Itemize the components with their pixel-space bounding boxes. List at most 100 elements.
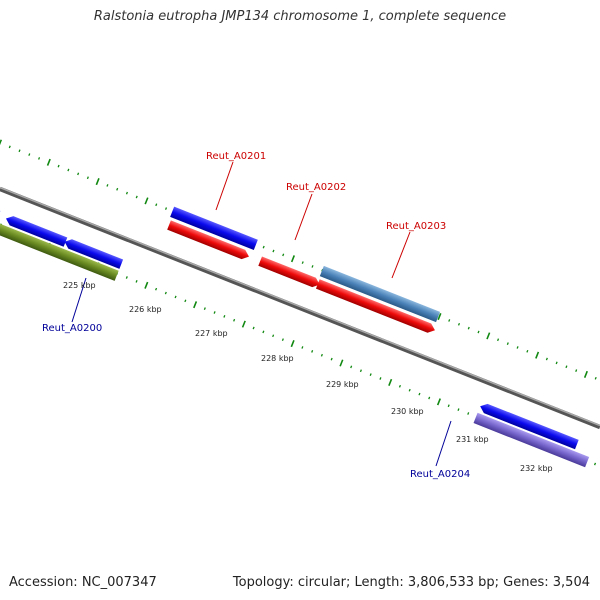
ruler-minor-tick <box>155 287 158 291</box>
gene-label-reut-a0203: Reut_A0203 <box>386 221 446 232</box>
gene-reut-a0200[interactable] <box>0 221 119 281</box>
ruler-minor-tick <box>174 295 177 299</box>
gene-reverse-a[interactable] <box>167 220 251 261</box>
gene-forward-1[interactable] <box>4 214 68 247</box>
ruler-minor-tick <box>57 164 60 168</box>
gene-reverse-b[interactable] <box>315 279 437 335</box>
ruler-minor-tick <box>184 299 187 303</box>
gene-label-reut-a0202: Reut_A0202 <box>286 182 346 193</box>
ruler-minor-tick <box>77 172 80 176</box>
connector-reut-a0204 <box>435 420 452 467</box>
gene-label-reut-a0204: Reut_A0204 <box>410 469 470 480</box>
ruler-major-tick <box>144 281 149 289</box>
map-title: Ralstonia eutropha JMP134 chromosome 1, … <box>93 9 507 24</box>
ruler-major-tick <box>339 359 344 367</box>
ruler-minor-tick <box>67 168 70 172</box>
ruler-minor-tick <box>526 349 529 353</box>
scale-label: 231 kbp <box>456 435 489 444</box>
connector-reut-a0200 <box>71 277 87 323</box>
gene-reut-a0204[interactable] <box>478 402 579 450</box>
ruler-minor-tick <box>497 338 500 342</box>
accession-text: Accession: NC_007347 <box>9 575 157 590</box>
ruler-major-tick <box>0 139 3 146</box>
ruler-minor-tick <box>448 319 451 322</box>
gene-reut-a0202[interactable] <box>258 256 321 289</box>
ruler-major-tick <box>241 320 246 328</box>
ruler-minor-tick <box>28 153 31 156</box>
ruler-minor-tick <box>593 462 597 466</box>
ruler-minor-tick <box>262 330 265 334</box>
connector-reut-a0203 <box>391 231 411 279</box>
ruler-minor-tick <box>281 338 284 342</box>
ruler-minor-tick <box>282 253 285 257</box>
ruler-minor-tick <box>164 207 168 210</box>
ruler-major-tick <box>535 351 540 359</box>
gene-label-reut-a0200: Reut_A0200 <box>42 323 102 334</box>
scale-label: 225 kbp <box>63 281 96 290</box>
ruler-minor-tick <box>38 157 41 160</box>
gene-reut-a0203[interactable] <box>319 265 441 323</box>
gene-reverse-c[interactable] <box>473 412 590 468</box>
ruler-minor-tick <box>164 291 167 295</box>
scale-label: 229 kbp <box>326 380 359 389</box>
ruler-minor-tick <box>418 392 421 396</box>
ruler-minor-tick <box>379 377 382 380</box>
chromosome-backbone <box>0 186 600 430</box>
ruler-major-tick <box>486 332 491 340</box>
ruler-minor-tick <box>506 342 509 345</box>
ruler-minor-tick <box>467 326 470 330</box>
chromosome-backbone-highlight <box>0 186 600 427</box>
ruler-minor-tick <box>203 307 206 310</box>
ruler-minor-tick <box>457 408 460 411</box>
ruler-minor-tick <box>233 318 236 322</box>
scale-label: 226 kbp <box>129 305 162 314</box>
ruler-minor-tick <box>545 357 548 361</box>
ruler-minor-tick <box>408 388 411 392</box>
gene-label-reut-a0201: Reut_A0201 <box>206 151 266 162</box>
scale-label: 232 kbp <box>520 464 553 473</box>
scale-label: 228 kbp <box>261 354 294 363</box>
ruler-minor-tick <box>467 412 470 415</box>
ruler-major-tick <box>436 398 441 406</box>
ruler-minor-tick <box>18 149 21 153</box>
ruler-minor-tick <box>350 365 353 369</box>
ruler-major-tick <box>46 158 51 166</box>
connector-reut-a0201 <box>215 161 234 211</box>
ruler-minor-tick <box>125 276 128 279</box>
ruler-major-tick <box>437 313 442 321</box>
ruler-minor-tick <box>398 384 401 388</box>
ruler-major-tick <box>193 301 198 309</box>
ruler-minor-tick <box>8 145 11 149</box>
ruler-minor-tick <box>594 376 597 380</box>
connector-reut-a0202 <box>294 193 313 241</box>
ruler-minor-tick <box>311 265 314 268</box>
ruler-minor-tick <box>86 176 89 180</box>
ruler-major-tick <box>290 255 296 263</box>
genome-stats-text: Topology: circular; Length: 3,806,533 bp… <box>232 575 590 590</box>
ruler-minor-tick <box>135 280 138 283</box>
ruler-minor-tick <box>155 203 158 207</box>
ruler-minor-tick <box>457 322 461 326</box>
ruler-minor-tick <box>311 349 314 353</box>
ruler-major-tick <box>388 378 393 386</box>
ruler-major-tick <box>95 178 100 186</box>
ruler-minor-tick <box>555 361 558 365</box>
gene-reut-a0201[interactable] <box>170 206 258 250</box>
ruler-minor-tick <box>330 357 333 361</box>
ruler-minor-tick <box>262 245 265 249</box>
ruler-minor-tick <box>447 404 450 408</box>
ruler-major-tick <box>290 340 295 348</box>
gene-forward-2[interactable] <box>63 237 124 269</box>
ruler-minor-tick <box>359 369 362 373</box>
ruler-minor-tick <box>252 326 255 330</box>
ruler-minor-tick <box>369 373 372 377</box>
ruler-minor-tick <box>320 353 323 357</box>
ruler-minor-tick <box>272 334 275 338</box>
ruler-major-tick <box>144 197 149 205</box>
ruler-minor-tick <box>106 184 109 187</box>
scale-label: 230 kbp <box>391 407 424 416</box>
ruler-major-tick <box>583 370 588 378</box>
ruler-minor-tick <box>213 311 216 314</box>
scale-label: 227 kbp <box>195 329 228 338</box>
